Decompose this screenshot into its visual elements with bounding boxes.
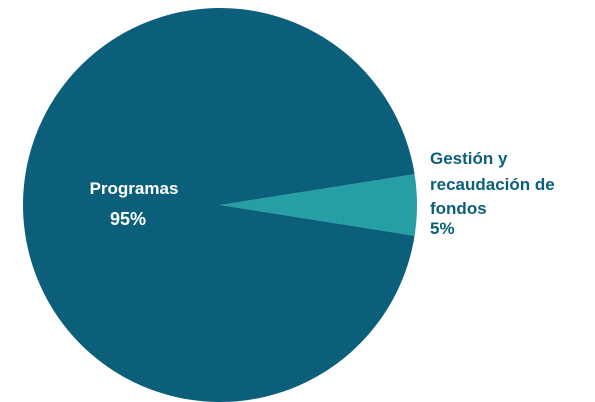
slice-label-gestion-line-2: recaudación de xyxy=(430,175,555,194)
pie-slice-gestion xyxy=(220,174,417,236)
slice-percent-gestion: 5% xyxy=(430,219,455,238)
pie-slice-programas xyxy=(23,8,415,402)
slice-label-programas: Programas xyxy=(90,179,179,198)
slice-label-gestion-line-1: Gestión y xyxy=(430,149,508,168)
slice-label-gestion-line-3: fondos xyxy=(430,199,487,218)
slice-percent-programas: 95% xyxy=(110,209,146,229)
pie-slices xyxy=(23,8,417,402)
